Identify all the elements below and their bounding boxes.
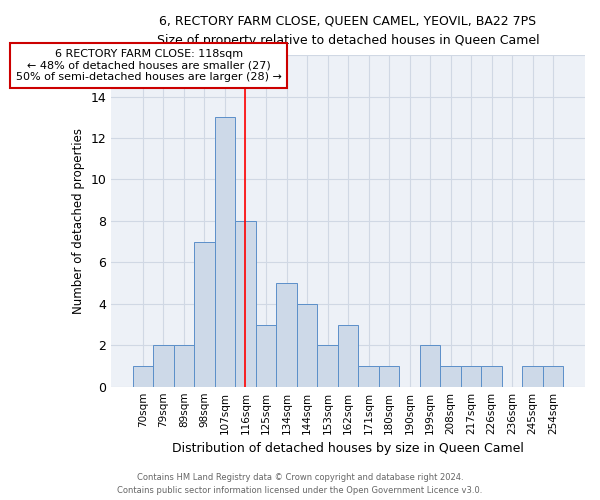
Bar — [420, 345, 440, 387]
X-axis label: Distribution of detached houses by size in Queen Camel: Distribution of detached houses by size … — [172, 442, 524, 455]
Bar — [215, 118, 235, 386]
Bar — [173, 345, 194, 387]
Bar — [338, 324, 358, 386]
Bar — [297, 304, 317, 386]
Bar — [276, 283, 297, 387]
Bar — [358, 366, 379, 386]
Bar — [256, 324, 276, 386]
Bar — [317, 345, 338, 387]
Bar — [153, 345, 173, 387]
Bar — [543, 366, 563, 386]
Bar — [133, 366, 153, 386]
Y-axis label: Number of detached properties: Number of detached properties — [72, 128, 85, 314]
Title: 6, RECTORY FARM CLOSE, QUEEN CAMEL, YEOVIL, BA22 7PS
Size of property relative t: 6, RECTORY FARM CLOSE, QUEEN CAMEL, YEOV… — [157, 15, 539, 47]
Bar — [523, 366, 543, 386]
Bar — [194, 242, 215, 386]
Bar — [481, 366, 502, 386]
Bar — [379, 366, 400, 386]
Text: Contains HM Land Registry data © Crown copyright and database right 2024.
Contai: Contains HM Land Registry data © Crown c… — [118, 474, 482, 495]
Text: 6 RECTORY FARM CLOSE: 118sqm
← 48% of detached houses are smaller (27)
50% of se: 6 RECTORY FARM CLOSE: 118sqm ← 48% of de… — [16, 49, 281, 82]
Bar — [235, 221, 256, 386]
Bar — [440, 366, 461, 386]
Bar — [461, 366, 481, 386]
